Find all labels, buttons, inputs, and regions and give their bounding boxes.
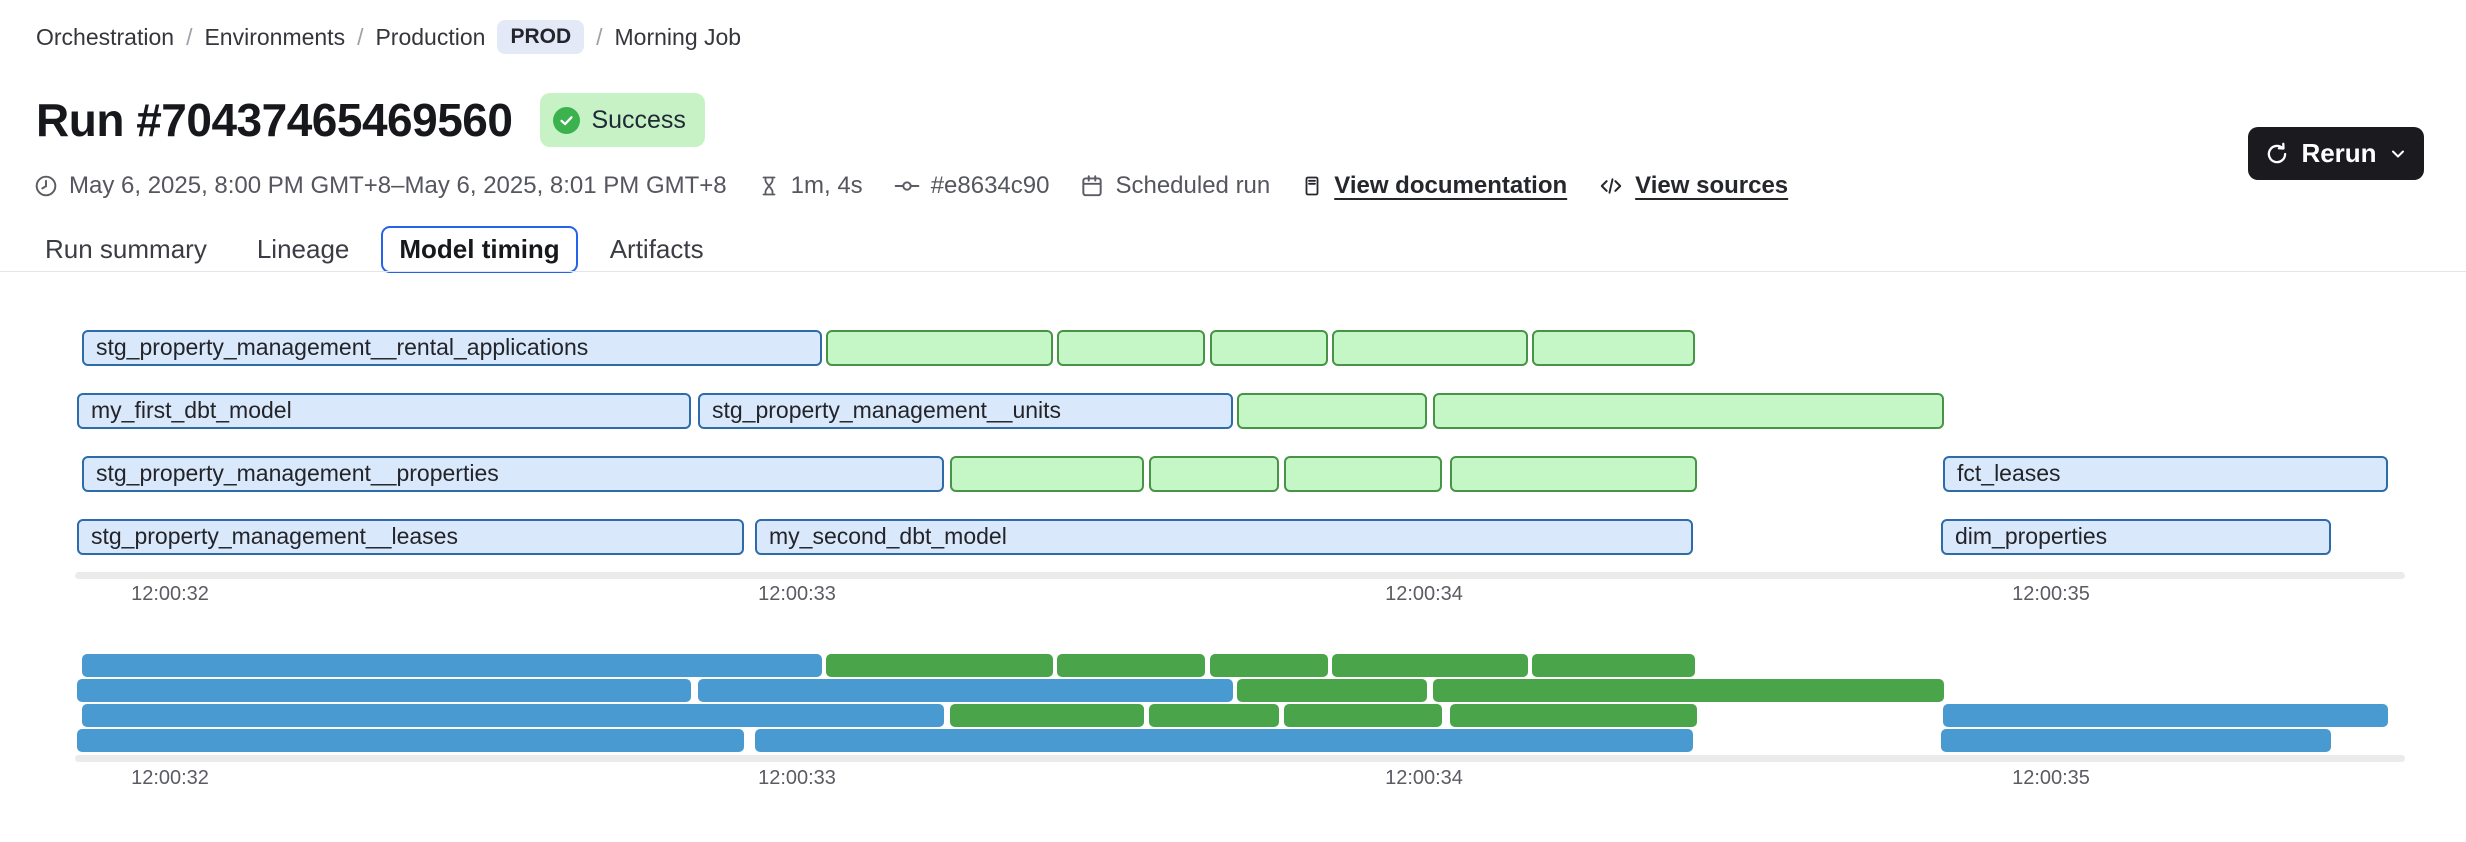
minimap-bar: [1057, 654, 1205, 677]
minimap-bar: [1433, 679, 1944, 702]
run-meta-row: May 6, 2025, 8:00 PM GMT+8–May 6, 2025, …: [33, 172, 1788, 200]
minimap-bar: [1237, 679, 1427, 702]
chevron-down-icon: [2388, 144, 2408, 164]
run-trigger-text: Scheduled run: [1115, 172, 1271, 199]
tab-model-timing[interactable]: Model timing: [381, 226, 578, 273]
view-documentation-link[interactable]: View documentation: [1334, 172, 1568, 199]
gantt-bar-stg_property_management__rental_applications[interactable]: stg_property_management__rental_applicat…: [82, 330, 822, 366]
status-label: Success: [591, 105, 686, 134]
refresh-icon: [2264, 141, 2290, 167]
breadcrumb-item-orchestration[interactable]: Orchestration: [36, 23, 175, 50]
run-duration: 1m, 4s: [757, 172, 863, 200]
minimap-scrollbar[interactable]: [75, 755, 2405, 762]
git-commit-icon: [893, 173, 921, 199]
gantt-bar-test[interactable]: [1284, 456, 1442, 492]
minimap-bar: [698, 679, 1233, 702]
tab-artifacts[interactable]: Artifacts: [609, 234, 704, 264]
minimap-bar: [1210, 654, 1328, 677]
gantt-bar-my_second_dbt_model[interactable]: my_second_dbt_model: [755, 519, 1693, 555]
gantt-bar-test[interactable]: [1237, 393, 1427, 429]
minimap-bar: [77, 679, 691, 702]
title-row: Run #70437465469560 Success: [36, 92, 705, 148]
document-icon: [1300, 173, 1324, 199]
minimap-bar: [826, 654, 1053, 677]
minimap-bar: [1943, 704, 2388, 727]
minimap-bar: [1450, 704, 1697, 727]
axis-tick-label: 12:00:32: [131, 767, 209, 789]
run-duration-text: 1m, 4s: [790, 172, 863, 199]
page-title: Run #70437465469560: [36, 94, 513, 146]
axis-tick-label: 12:00:35: [2012, 583, 2090, 605]
run-time-range: May 6, 2025, 8:00 PM GMT+8–May 6, 2025, …: [33, 172, 727, 200]
minimap-bar: [1284, 704, 1442, 727]
status-badge: Success: [540, 93, 705, 147]
minimap-bar: [77, 729, 744, 752]
tab-bar: Run summary Lineage Model timing Artifac…: [27, 226, 722, 273]
gantt-scrollbar[interactable]: [75, 572, 2405, 579]
run-commit-text: #e8634c90: [930, 172, 1050, 199]
breadcrumb-separator: /: [357, 23, 364, 50]
tab-run-summary[interactable]: Run summary: [45, 234, 207, 264]
gantt-bar-test[interactable]: [1532, 330, 1695, 366]
breadcrumb-current: Morning Job: [614, 23, 742, 50]
gantt-bar-test[interactable]: [1332, 330, 1528, 366]
minimap-bar: [82, 704, 944, 727]
gantt-bar-test[interactable]: [1149, 456, 1279, 492]
breadcrumb-separator: /: [186, 23, 193, 50]
axis-tick-label: 12:00:34: [1385, 767, 1463, 789]
rerun-label: Rerun: [2301, 138, 2377, 168]
axis-tick-label: 12:00:33: [758, 767, 836, 789]
gantt-bar-stg_property_management__leases[interactable]: stg_property_management__leases: [77, 519, 744, 555]
axis-tick-label: 12:00:35: [2012, 767, 2090, 789]
minimap-bar: [1941, 729, 2331, 752]
breadcrumb: Orchestration / Environments / Productio…: [36, 20, 741, 54]
view-sources-link[interactable]: View sources: [1635, 172, 1789, 199]
minimap-bar: [950, 704, 1144, 727]
view-sources[interactable]: View sources: [1597, 172, 1788, 200]
minimap-bar: [755, 729, 1693, 752]
gantt-bar-test[interactable]: [826, 330, 1053, 366]
run-commit: #e8634c90: [893, 172, 1050, 200]
calendar-icon: [1079, 173, 1105, 199]
minimap-bar: [1532, 654, 1695, 677]
gantt-bar-my_first_dbt_model[interactable]: my_first_dbt_model: [77, 393, 691, 429]
clock-icon: [33, 173, 59, 199]
gantt-bar-dim_properties[interactable]: dim_properties: [1941, 519, 2331, 555]
rerun-button[interactable]: Rerun: [2248, 127, 2424, 180]
axis-tick-label: 12:00:33: [758, 583, 836, 605]
tabs-divider: [0, 271, 2466, 272]
success-check-icon: [553, 106, 581, 134]
minimap-bar: [1332, 654, 1528, 677]
gantt-bar-test[interactable]: [1057, 330, 1205, 366]
gantt-bar-stg_property_management__units[interactable]: stg_property_management__units: [698, 393, 1233, 429]
run-time-range-text: May 6, 2025, 8:00 PM GMT+8–May 6, 2025, …: [69, 172, 727, 199]
code-icon: [1597, 173, 1625, 199]
axis-tick-label: 12:00:32: [131, 583, 209, 605]
tab-lineage[interactable]: Lineage: [256, 234, 350, 264]
gantt-bar-test[interactable]: [1210, 330, 1328, 366]
gantt-bar-fct_leases[interactable]: fct_leases: [1943, 456, 2388, 492]
minimap-bar: [82, 654, 822, 677]
hourglass-icon: [757, 173, 781, 199]
axis-tick-label: 12:00:34: [1385, 583, 1463, 605]
gantt-bar-stg_property_management__properties[interactable]: stg_property_management__properties: [82, 456, 944, 492]
run-trigger: Scheduled run: [1079, 172, 1270, 200]
breadcrumb-item-environments[interactable]: Environments: [204, 23, 346, 50]
environment-badge: PROD: [497, 20, 585, 54]
minimap-bar: [1149, 704, 1279, 727]
breadcrumb-item-production[interactable]: Production: [375, 23, 486, 50]
gantt-bar-test[interactable]: [1450, 456, 1697, 492]
gantt-bar-test[interactable]: [1433, 393, 1944, 429]
view-documentation[interactable]: View documentation: [1300, 172, 1567, 200]
gantt-bar-test[interactable]: [950, 456, 1144, 492]
breadcrumb-separator: /: [596, 23, 603, 50]
